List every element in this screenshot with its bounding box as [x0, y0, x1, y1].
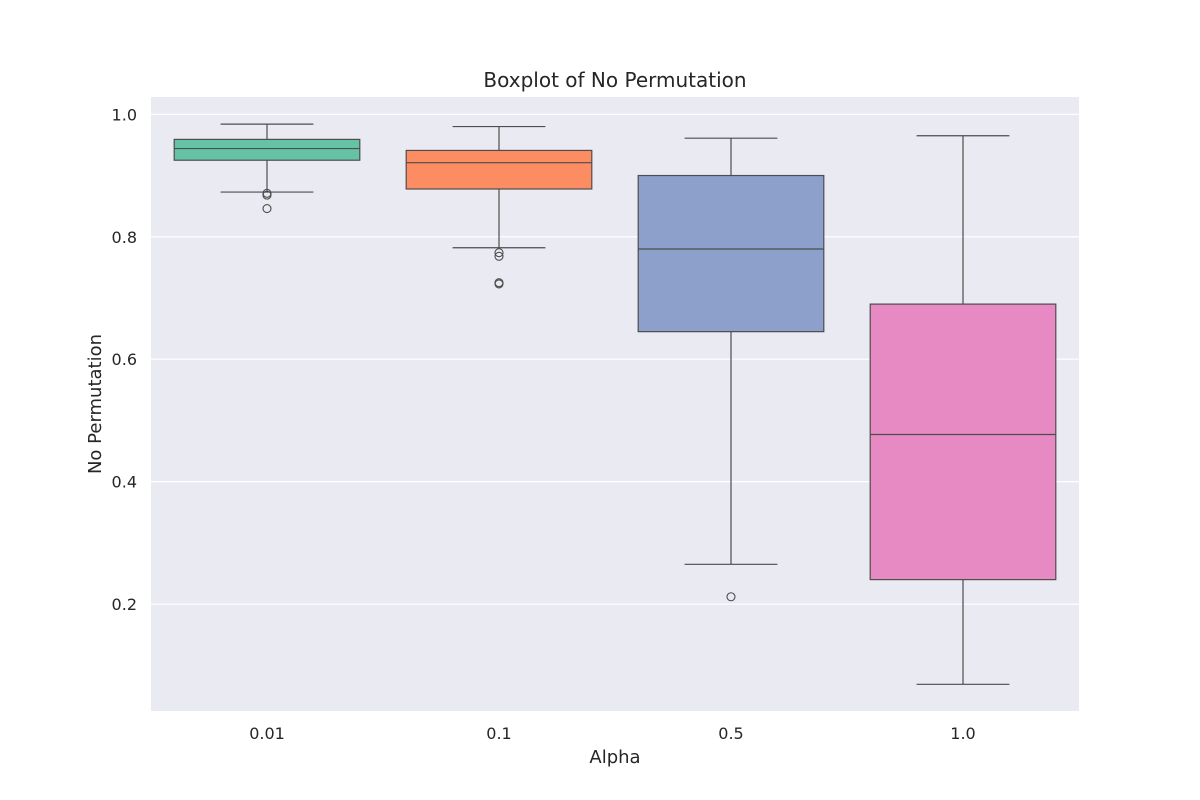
box-group-0_01 — [173, 123, 361, 214]
outlier-point — [494, 248, 504, 258]
box-iqr — [405, 149, 593, 190]
box-group-0_5 — [637, 137, 825, 602]
x-tick-label: 1.0 — [950, 724, 975, 743]
chart-title: Boxplot of No Permutation — [483, 68, 746, 92]
box-group-0_1 — [405, 125, 593, 289]
y-tick-label: 0.4 — [112, 473, 137, 492]
y-tick-label: 0.6 — [112, 350, 137, 369]
y-tick-labels: 0.2 0.4 0.6 0.8 1.0 — [112, 105, 137, 614]
outlier-point — [262, 190, 272, 200]
y-tick-label: 0.8 — [112, 228, 137, 247]
outlier-point — [262, 204, 272, 214]
y-tick-label: 1.0 — [112, 105, 137, 124]
outlier-point — [726, 592, 736, 602]
outlier-point — [494, 251, 504, 261]
x-axis-label: Alpha — [589, 747, 640, 768]
box-iqr — [637, 174, 825, 333]
y-tick-label: 0.2 — [112, 595, 137, 614]
box-iqr — [869, 303, 1057, 581]
boxes-layer — [173, 123, 1057, 685]
x-tick-label: 0.5 — [718, 724, 743, 743]
x-tick-label: 0.01 — [249, 724, 285, 743]
x-tick-label: 0.1 — [486, 724, 511, 743]
box-group-1_0 — [869, 135, 1057, 685]
x-tick-labels: 0.01 0.1 0.5 1.0 — [249, 724, 976, 743]
y-axis-label: No Permutation — [85, 334, 106, 474]
box-iqr — [173, 138, 361, 161]
outlier-point — [494, 279, 504, 289]
